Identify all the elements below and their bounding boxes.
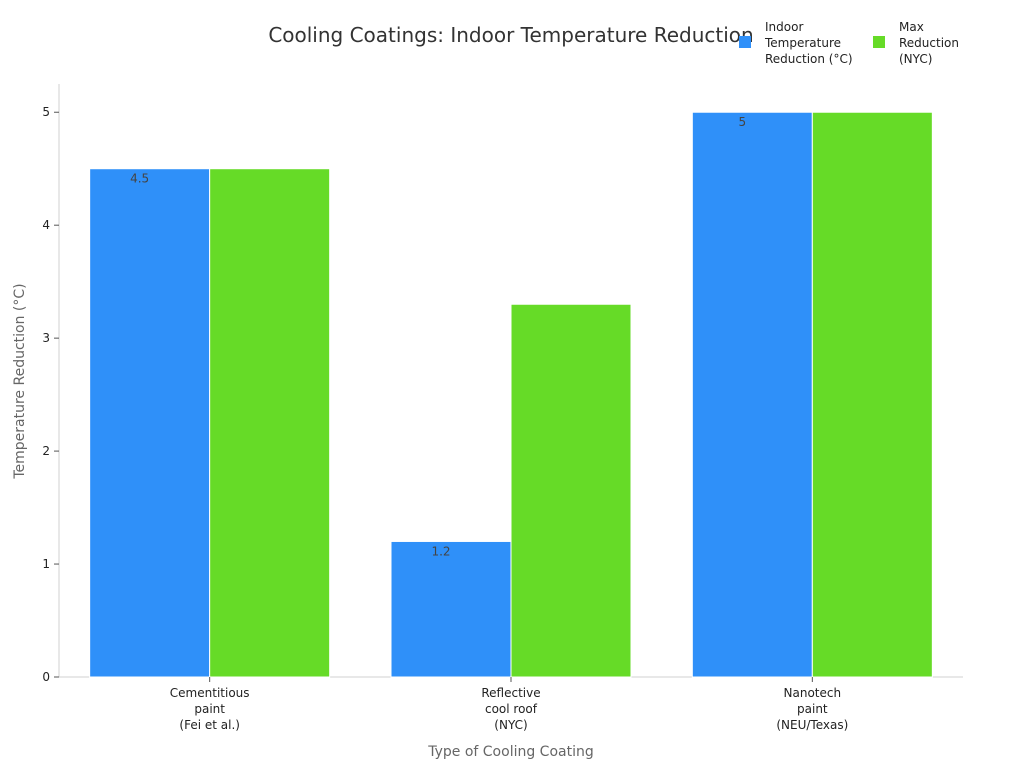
y-axis-ticks: 0 1 2 3 4 5	[42, 105, 59, 684]
x-tick-label: Nanotech	[784, 686, 842, 700]
bar-series-1-cat-3	[691, 111, 813, 678]
bars	[89, 111, 933, 678]
y-tick-label: 1	[42, 557, 50, 571]
y-tick-label: 4	[42, 218, 50, 232]
bar-series-1-cat-2	[390, 540, 512, 678]
x-tick-label: paint	[797, 702, 828, 716]
legend-swatch-series-1	[739, 36, 751, 48]
bar-series-2-cat-2	[510, 303, 632, 678]
chart-title: Cooling Coatings: Indoor Temperature Red…	[268, 23, 753, 47]
legend-label: Reduction (°C)	[765, 52, 853, 66]
legend-label: Temperature	[764, 36, 841, 50]
x-axis-tick-labels: Cementitious paint (Fei et al.) Reflective c…	[170, 677, 848, 732]
bar-series-1-cat-1	[89, 168, 211, 678]
x-tick-label: (NYC)	[494, 718, 527, 732]
y-tick-label: 2	[42, 444, 50, 458]
x-tick-label: paint	[194, 702, 225, 716]
x-tick-label: Cementitious	[170, 686, 250, 700]
data-label: 1.2	[431, 544, 450, 558]
x-tick-label: Reflective	[481, 686, 540, 700]
legend-label: Reduction	[899, 36, 959, 50]
legend-label: (NYC)	[899, 52, 932, 66]
bar-series-2-cat-1	[209, 168, 331, 678]
data-label: 5	[739, 115, 747, 129]
y-tick-label: 5	[42, 105, 50, 119]
data-label: 4.5	[130, 172, 149, 186]
x-axis-title: Type of Cooling Coating	[427, 744, 594, 760]
y-axis-title: Temperature Reduction (°C)	[12, 283, 28, 479]
y-tick-label: 0	[42, 670, 50, 684]
legend-label: Indoor	[765, 20, 803, 34]
x-tick-label: (NEU/Texas)	[776, 718, 848, 732]
x-tick-label: (Fei et al.)	[179, 718, 240, 732]
legend-label: Max	[899, 20, 924, 34]
data-labels: 4.5 1.2 5	[130, 115, 746, 558]
legend: Indoor Temperature Reduction (°C) Max Reduct…	[739, 20, 959, 66]
y-tick-label: 3	[42, 331, 50, 345]
x-tick-label: cool roof	[485, 702, 538, 716]
legend-swatch-series-2	[873, 36, 885, 48]
bar-series-2-cat-3	[811, 111, 933, 678]
